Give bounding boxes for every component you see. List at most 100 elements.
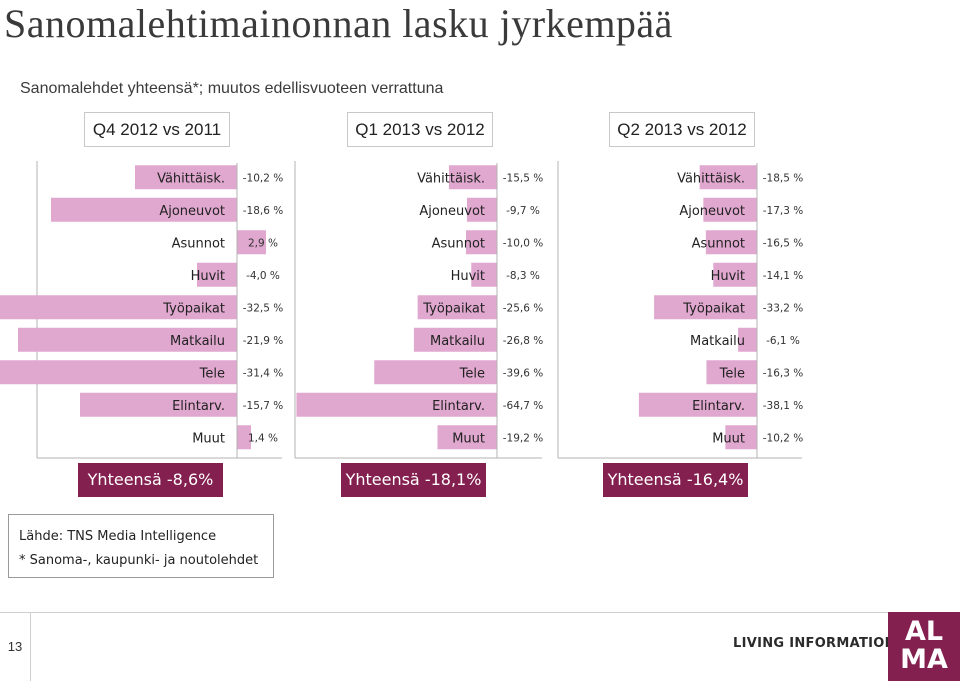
- bar: [713, 262, 757, 287]
- category-label: Ajoneuvot: [159, 204, 225, 219]
- category-label: Työpaikat: [162, 301, 225, 316]
- category-label: Muut: [712, 431, 745, 446]
- category-label: Matkailu: [170, 334, 225, 349]
- value-label: -64,7 %: [503, 400, 544, 412]
- value-label: -6,1 %: [766, 335, 800, 347]
- value-label: -10,0 %: [503, 237, 544, 249]
- bar: [0, 360, 237, 385]
- value-label: -38,1 %: [763, 400, 804, 412]
- value-label: -18,5 %: [763, 172, 804, 184]
- category-label: Matkailu: [430, 334, 485, 349]
- total-q2-2013: Yhteensä -16,4%: [603, 463, 748, 497]
- bar: [437, 425, 497, 450]
- category-label: Ajoneuvot: [419, 204, 485, 219]
- value-label: -8,3 %: [506, 270, 540, 282]
- page-title: Sanomalehtimainonnan lasku jyrkempää: [4, 1, 673, 46]
- category-label: Muut: [192, 431, 225, 446]
- bar: [466, 230, 497, 255]
- value-label: -18,6 %: [243, 205, 284, 217]
- bar: [374, 360, 497, 385]
- value-label: -14,1 %: [763, 270, 804, 282]
- value-label: -16,5 %: [763, 237, 804, 249]
- bar: [471, 262, 497, 287]
- source-footnote: * Sanoma-, kaupunki- ja noutolehdet: [19, 553, 259, 568]
- footer-divider: [0, 612, 960, 613]
- category-label: Vähittäisk.: [417, 171, 485, 186]
- chart-subtitle: Sanomalehdet yhteensä*; muutos edellisvu…: [20, 80, 444, 97]
- value-label: 1,4 %: [248, 432, 278, 444]
- total-q1-2013: Yhteensä -18,1%: [341, 463, 486, 497]
- logo-text-bottom: MA: [900, 644, 948, 675]
- value-label: -10,2 %: [763, 432, 804, 444]
- bar: [80, 392, 237, 417]
- bar: [51, 197, 237, 222]
- value-label: -4,0 %: [246, 270, 280, 282]
- category-label: Asunnot: [432, 236, 485, 251]
- bar: [705, 230, 757, 255]
- bar-charts: Vähittäisk. -10,2 % Ajoneuvot -18,6 % Asunno…: [0, 161, 804, 459]
- bar: [197, 262, 237, 287]
- chart-panel-q1-2013: Vähittäisk. -15,5 % Ajoneuvot -9,7 % Asunnot…: [294, 161, 544, 459]
- bar: [703, 197, 757, 222]
- bar: [638, 392, 757, 417]
- category-label: Elintarv.: [172, 399, 225, 414]
- bar: [237, 425, 251, 450]
- value-label: -26,8 %: [503, 335, 544, 347]
- category-label: Elintarv.: [432, 399, 485, 414]
- category-label: Tele: [459, 366, 485, 381]
- period-label-q2-2013: Q2 2013 vs 2012: [609, 112, 755, 147]
- category-label: Tele: [719, 366, 745, 381]
- source-line: Lähde: TNS Media Intelligence: [19, 529, 217, 544]
- bar: [417, 295, 497, 320]
- alma-logo: AL MA: [888, 612, 960, 681]
- source-box: Lähde: TNS Media Intelligence * Sanoma-,…: [8, 514, 274, 578]
- bar: [135, 165, 237, 190]
- value-label: -17,3 %: [763, 205, 804, 217]
- value-label: -15,5 %: [503, 172, 544, 184]
- value-label: -32,5 %: [243, 302, 284, 314]
- category-label: Huvit: [191, 269, 225, 284]
- category-label: Elintarv.: [692, 399, 745, 414]
- category-label: Vähittäisk.: [677, 171, 745, 186]
- value-label: -33,2 %: [763, 302, 804, 314]
- bar: [738, 327, 757, 352]
- value-label: -31,4 %: [243, 367, 284, 379]
- bar: [725, 425, 757, 450]
- category-label: Huvit: [711, 269, 745, 284]
- value-label: -10,2 %: [243, 172, 284, 184]
- period-label-q1-2013: Q1 2013 vs 2012: [347, 112, 493, 147]
- value-label: -19,2 %: [503, 432, 544, 444]
- chart-panel-q2-2013: Vähittäisk. -18,5 % Ajoneuvot -17,3 % Asunno…: [557, 161, 804, 459]
- bar: [654, 295, 757, 320]
- bar: [296, 392, 497, 417]
- value-label: 2,9 %: [248, 237, 278, 249]
- value-label: -9,7 %: [506, 205, 540, 217]
- bar: [413, 327, 497, 352]
- bar: [448, 165, 497, 190]
- category-label: Tele: [199, 366, 225, 381]
- value-label: -25,6 %: [503, 302, 544, 314]
- page-number: 13: [0, 612, 31, 681]
- period-label-q4-2012: Q4 2012 vs 2011: [84, 112, 230, 147]
- value-label: -15,7 %: [243, 400, 284, 412]
- chart-panel-q4-2012: Vähittäisk. -10,2 % Ajoneuvot -18,6 % Asunno…: [0, 161, 284, 459]
- bar: [706, 360, 757, 385]
- bar: [18, 327, 237, 352]
- category-label: Asunnot: [172, 236, 225, 251]
- category-label: Asunnot: [692, 236, 745, 251]
- bar: [237, 230, 266, 255]
- value-label: -21,9 %: [243, 335, 284, 347]
- category-label: Ajoneuvot: [679, 204, 745, 219]
- brand-tagline: LIVING INFORMATION: [733, 636, 896, 651]
- category-label: Huvit: [451, 269, 485, 284]
- bar: [0, 295, 237, 320]
- category-label: Vähittäisk.: [157, 171, 225, 186]
- total-q4-2012: Yhteensä -8,6%: [78, 463, 223, 497]
- value-label: -16,3 %: [763, 367, 804, 379]
- category-label: Muut: [452, 431, 485, 446]
- bar: [466, 197, 497, 222]
- category-label: Työpaikat: [682, 301, 745, 316]
- value-label: -39,6 %: [503, 367, 544, 379]
- bar: [699, 165, 757, 190]
- logo-text-top: AL: [904, 616, 944, 647]
